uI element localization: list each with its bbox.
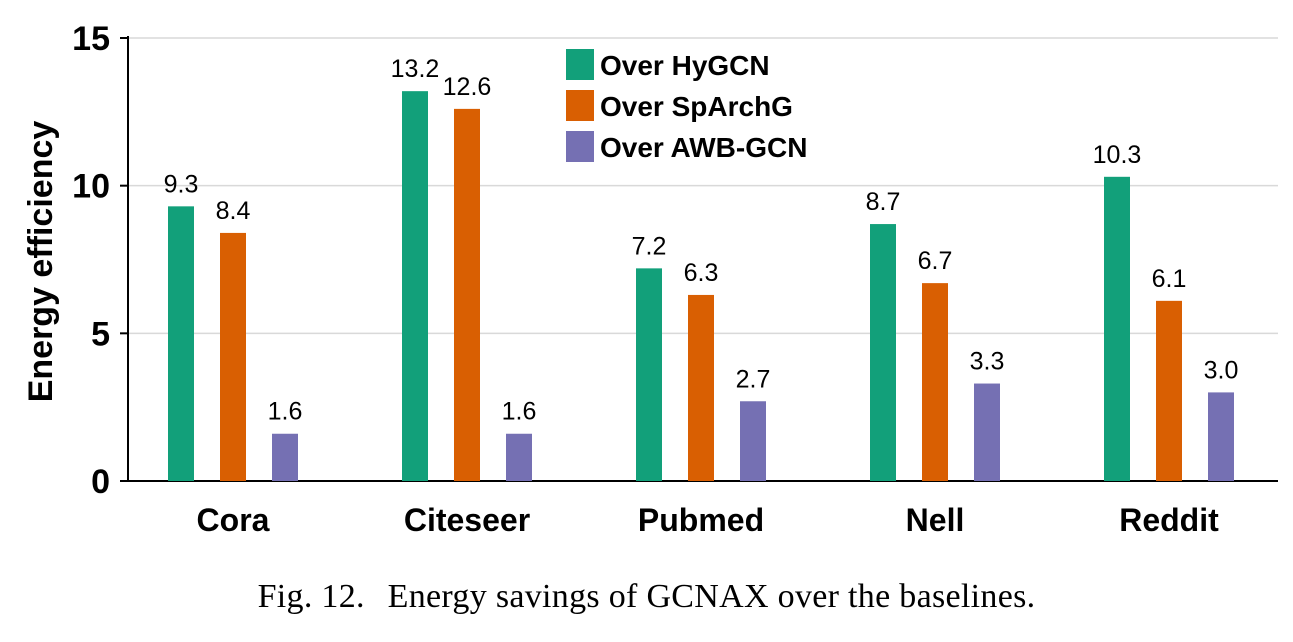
data-label: 10.3 [1093, 141, 1142, 169]
x-tick-label: Reddit [1119, 502, 1219, 538]
bar-reddit-0 [1104, 176, 1130, 481]
data-label: 1.6 [268, 398, 303, 426]
data-label: 6.1 [1152, 265, 1187, 293]
x-tick-label: Citeseer [404, 502, 530, 538]
data-label: 1.6 [502, 398, 537, 426]
bar-reddit-2 [1208, 392, 1234, 481]
bar-pubmed-1 [688, 294, 714, 481]
data-label: 7.2 [632, 232, 667, 260]
bar-cora-2 [272, 433, 298, 481]
bar-pubmed-2 [740, 401, 766, 481]
data-label: 3.0 [1204, 356, 1239, 384]
y-tick-label: 0 [91, 463, 110, 501]
legend-swatch [566, 131, 594, 162]
bar-pubmed-0 [636, 268, 662, 481]
y-tick-label: 15 [72, 20, 110, 58]
bar-cora-0 [168, 206, 194, 481]
y-tick-label: 10 [72, 168, 110, 206]
data-label: 8.7 [866, 188, 901, 216]
figure-caption: Fig. 12. Energy savings of GCNAX over th… [0, 578, 1293, 616]
bar-citeseer-0 [402, 91, 428, 481]
data-label: 6.7 [918, 247, 953, 275]
bar-nell-0 [870, 224, 896, 481]
bar-nell-1 [922, 283, 948, 481]
x-tick-label: Cora [197, 502, 270, 538]
caption-label: Fig. 12. [257, 578, 365, 615]
data-label: 13.2 [391, 55, 440, 83]
legend-label: Over AWB-GCN [600, 132, 807, 163]
bar-citeseer-2 [506, 433, 532, 481]
bar-chart: 0 5 10 15 Energy efficiency 9.3 8.4 1.6 Cora 13.2… [22, 20, 1278, 538]
data-label: 8.4 [216, 197, 251, 225]
legend-swatch [566, 90, 594, 121]
bar-citeseer-1 [454, 108, 480, 481]
data-label: 9.3 [164, 170, 199, 198]
bar-reddit-1 [1156, 300, 1182, 481]
y-axis-label: Energy efficiency [22, 121, 60, 403]
data-label: 3.3 [970, 348, 1005, 376]
bar-nell-2 [974, 383, 1000, 481]
legend-swatch [566, 49, 594, 80]
x-tick-label: Pubmed [638, 502, 764, 538]
x-tick-label: Nell [906, 502, 965, 538]
data-label: 12.6 [443, 73, 492, 101]
data-label: 2.7 [736, 365, 771, 393]
legend-label: Over HyGCN [600, 50, 770, 81]
data-label: 6.3 [684, 259, 719, 287]
caption-text: Energy savings of GCNAX over the baselin… [387, 578, 1036, 615]
y-tick-label: 5 [91, 315, 110, 353]
legend-label: Over SpArchG [600, 91, 793, 122]
bar-cora-1 [220, 232, 246, 481]
